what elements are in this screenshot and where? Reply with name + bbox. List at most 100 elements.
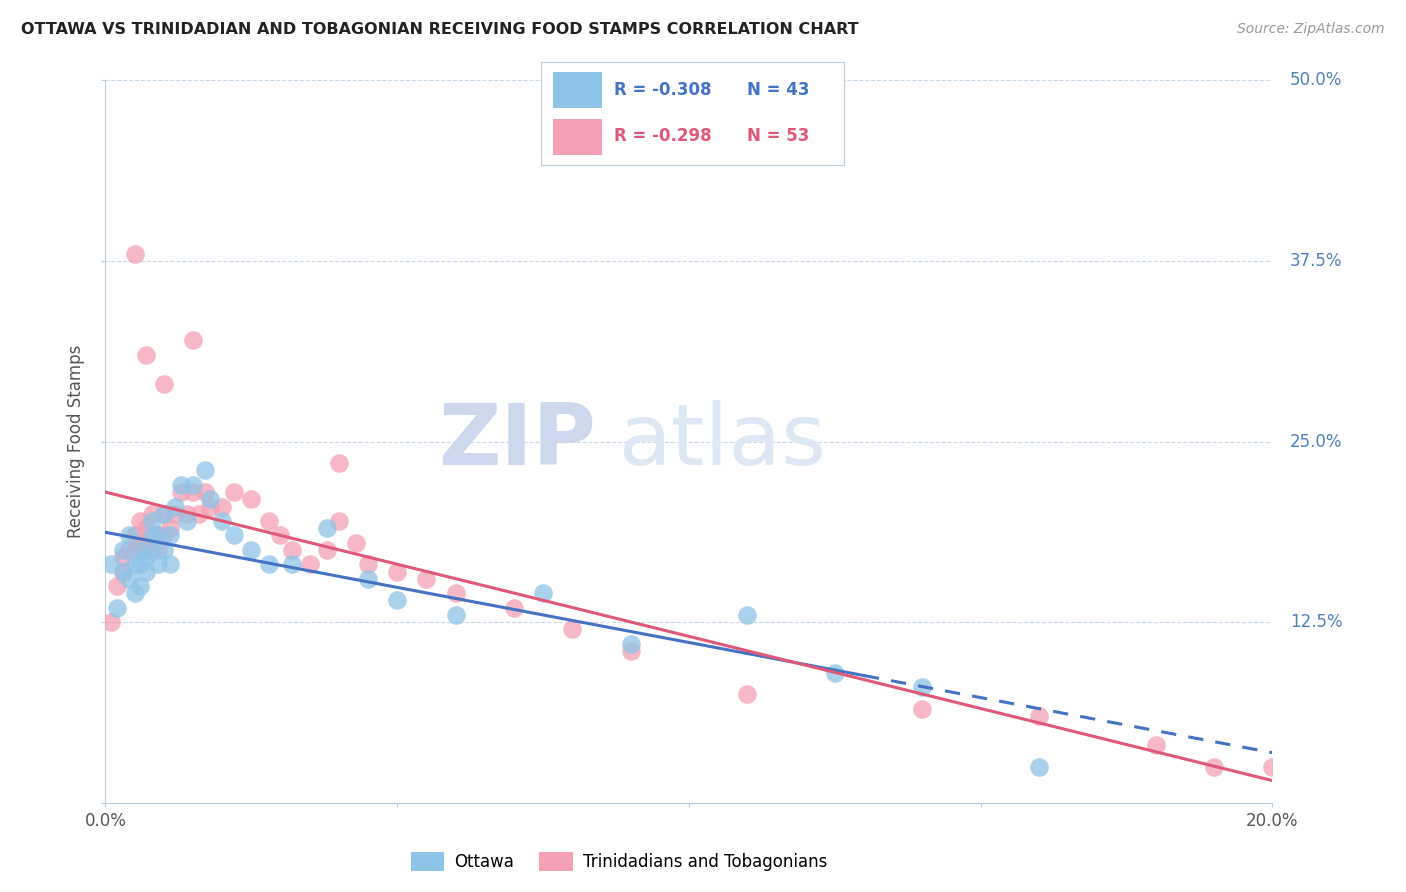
Point xyxy=(105,600,128,615)
Point xyxy=(141,542,163,557)
Point xyxy=(1202,760,1225,774)
Point xyxy=(200,492,222,507)
Point xyxy=(257,558,280,572)
Point xyxy=(135,521,157,535)
Y-axis label: Receiving Food Stamps: Receiving Food Stamps xyxy=(67,345,86,538)
Point xyxy=(619,644,641,658)
Point xyxy=(316,521,339,535)
Point xyxy=(619,637,641,651)
Point xyxy=(531,586,554,600)
Point xyxy=(385,593,408,607)
Point xyxy=(141,507,163,521)
Point xyxy=(100,558,122,572)
Point xyxy=(129,579,152,593)
Point xyxy=(170,485,193,500)
Point xyxy=(159,521,181,535)
Point xyxy=(415,572,437,586)
Point xyxy=(152,542,174,557)
Point xyxy=(111,542,134,557)
Point xyxy=(181,485,204,500)
Point xyxy=(737,687,759,701)
Point xyxy=(1144,738,1167,752)
Point xyxy=(105,579,128,593)
Point xyxy=(129,558,152,572)
Point xyxy=(124,558,146,572)
Point xyxy=(124,528,146,542)
Point xyxy=(187,507,209,521)
Point xyxy=(561,623,583,637)
Point xyxy=(170,478,193,492)
Point xyxy=(141,514,163,528)
Point xyxy=(911,680,934,694)
Point xyxy=(194,485,217,500)
Text: OTTAWA VS TRINIDADIAN AND TOBAGONIAN RECEIVING FOOD STAMPS CORRELATION CHART: OTTAWA VS TRINIDADIAN AND TOBAGONIAN REC… xyxy=(21,22,859,37)
Text: 50.0%: 50.0% xyxy=(1289,71,1343,89)
Point xyxy=(737,607,759,622)
Point xyxy=(269,528,292,542)
Point xyxy=(824,665,846,680)
Point xyxy=(1028,709,1050,723)
Point xyxy=(141,528,163,542)
Point xyxy=(181,478,204,492)
Point xyxy=(141,528,163,542)
Text: 25.0%: 25.0% xyxy=(1289,433,1343,450)
Point xyxy=(135,550,157,565)
Point xyxy=(444,586,467,600)
Text: N = 53: N = 53 xyxy=(747,128,810,145)
Point xyxy=(344,535,367,549)
Point xyxy=(176,507,198,521)
Point xyxy=(176,514,198,528)
Point xyxy=(211,500,233,514)
Point xyxy=(146,528,169,542)
Point xyxy=(281,558,304,572)
Point xyxy=(129,542,152,557)
Point xyxy=(152,507,174,521)
Legend: Ottawa, Trinidadians and Tobagonians: Ottawa, Trinidadians and Tobagonians xyxy=(405,845,834,878)
Point xyxy=(240,542,263,557)
Point xyxy=(129,514,152,528)
Point xyxy=(146,528,169,542)
Point xyxy=(240,492,263,507)
Point xyxy=(118,572,141,586)
Point xyxy=(124,246,146,260)
Point xyxy=(222,485,245,500)
FancyBboxPatch shape xyxy=(554,119,602,155)
Point xyxy=(222,528,245,542)
Point xyxy=(357,572,380,586)
Point xyxy=(100,615,122,630)
Text: 12.5%: 12.5% xyxy=(1289,613,1343,632)
Point xyxy=(257,514,280,528)
Text: ZIP: ZIP xyxy=(437,400,596,483)
Point xyxy=(159,528,181,542)
Point xyxy=(152,376,174,391)
FancyBboxPatch shape xyxy=(554,71,602,108)
Point xyxy=(135,565,157,579)
Point xyxy=(316,542,339,557)
Point xyxy=(194,463,217,477)
Point xyxy=(1261,760,1284,774)
Point xyxy=(357,558,380,572)
Text: N = 43: N = 43 xyxy=(747,81,810,99)
Text: atlas: atlas xyxy=(619,400,827,483)
Point xyxy=(111,565,134,579)
Point xyxy=(111,565,134,579)
Point xyxy=(281,542,304,557)
Point xyxy=(146,558,169,572)
Text: 37.5%: 37.5% xyxy=(1289,252,1343,270)
Point xyxy=(152,528,174,542)
Point xyxy=(111,550,134,565)
Text: R = -0.298: R = -0.298 xyxy=(614,128,711,145)
Point xyxy=(298,558,321,572)
Point xyxy=(146,542,169,557)
Text: Source: ZipAtlas.com: Source: ZipAtlas.com xyxy=(1237,22,1385,37)
Point xyxy=(135,348,157,362)
Point xyxy=(200,500,222,514)
Point xyxy=(181,334,204,348)
Point xyxy=(911,702,934,716)
Point xyxy=(129,535,152,549)
Point xyxy=(444,607,467,622)
Point xyxy=(385,565,408,579)
Point xyxy=(135,542,157,557)
Point xyxy=(328,514,350,528)
Point xyxy=(1028,760,1050,774)
